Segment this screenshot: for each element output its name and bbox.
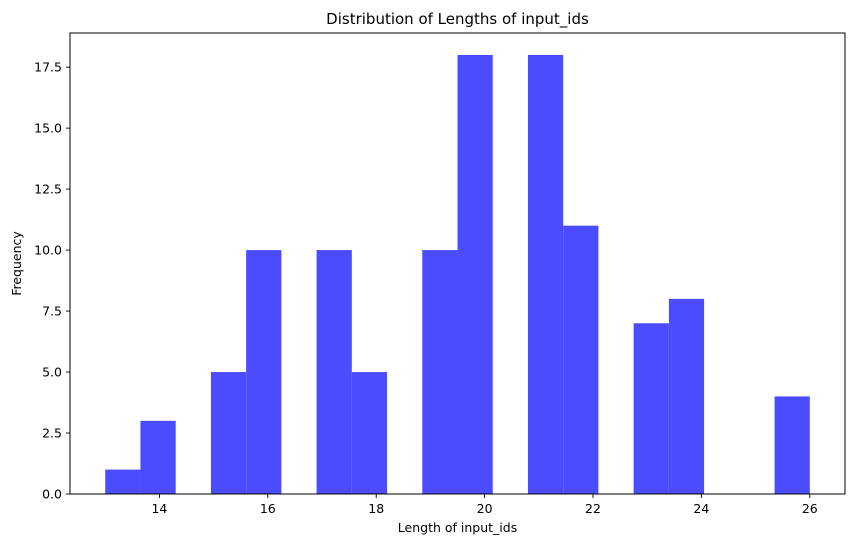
histogram-bar (351, 372, 388, 494)
plot-frame (69, 32, 846, 495)
x-tick-label: 14 (151, 501, 167, 516)
y-axis-label: Frequency (9, 231, 24, 296)
y-tick-label: 15.0 (34, 121, 62, 136)
x-tick-label: 22 (585, 501, 601, 516)
x-tick-label: 18 (368, 501, 384, 516)
histogram-bar (668, 298, 705, 494)
histogram-bar (246, 250, 282, 494)
x-tick-label: 26 (802, 501, 818, 516)
histogram-bar (457, 54, 493, 494)
y-tick-label: 0.0 (42, 487, 62, 502)
x-tick-label: 16 (260, 501, 276, 516)
y-axis: 0.0 2.5 5.0 7.5 10.0 12.5 15.0 17.5 (34, 60, 70, 502)
x-axis-label: Length of input_ids (398, 520, 517, 535)
y-tick-label: 5.0 (42, 365, 62, 380)
histogram-bar (422, 250, 458, 494)
bars-group (105, 54, 810, 494)
histogram-bar (140, 420, 176, 494)
histogram-bar (316, 250, 352, 494)
y-tick-label: 2.5 (42, 426, 62, 441)
histogram-bar (210, 372, 247, 494)
y-tick-label: 12.5 (34, 182, 62, 197)
y-tick-label: 17.5 (34, 60, 62, 75)
chart-title: Distribution of Lengths of input_ids (326, 10, 589, 29)
histogram-bar (105, 469, 141, 494)
y-tick-label: 10.0 (34, 243, 62, 258)
histogram-bar (633, 323, 669, 494)
x-axis: 14 16 18 20 22 24 26 (151, 494, 818, 516)
x-tick-label: 20 (477, 501, 493, 516)
histogram-bar (563, 225, 599, 494)
y-tick-label: 7.5 (42, 304, 62, 319)
x-tick-label: 24 (693, 501, 709, 516)
histogram-bar (527, 54, 564, 494)
histogram-bar (774, 396, 810, 494)
